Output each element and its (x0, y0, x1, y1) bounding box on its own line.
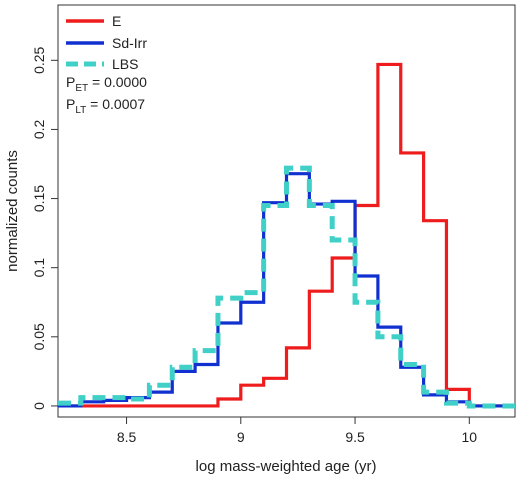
x-axis-title: log mass-weighted age (yr) (196, 458, 377, 475)
annotation-p-et: PET = 0.0000 (66, 74, 147, 94)
series-lbs-line (58, 165, 515, 409)
x-tick-label: 8.5 (117, 429, 137, 445)
plot-frame (57, 4, 516, 418)
x-tick-label: 10 (462, 429, 478, 445)
legend-label-sd-irr: Sd-Irr (112, 35, 147, 51)
series-layer (58, 62, 515, 409)
y-tick-label: 0.1 (31, 258, 47, 278)
legend: E Sd-Irr LBS (66, 13, 147, 72)
y-tick-label: 0.2 (31, 119, 47, 139)
y-tick-label: 0.25 (31, 46, 47, 73)
legend-label-e: E (112, 13, 121, 29)
series-e-line (58, 62, 515, 408)
y-tick-label: 0.15 (31, 185, 47, 212)
y-axis-title: normalized counts (4, 150, 21, 272)
y-tick-label: 0.05 (31, 323, 47, 350)
y-tick-label: 0 (31, 402, 47, 410)
legend-label-lbs: LBS (112, 56, 138, 72)
x-axis: 8.5 9 9.5 10 (117, 417, 477, 445)
x-tick-label: 9.5 (345, 429, 365, 445)
x-tick-label: 9 (237, 429, 245, 445)
y-axis: 0 0.05 0.1 0.15 0.2 0.25 (31, 46, 58, 410)
annotation-p-lt: PLT = 0.0007 (66, 96, 145, 116)
